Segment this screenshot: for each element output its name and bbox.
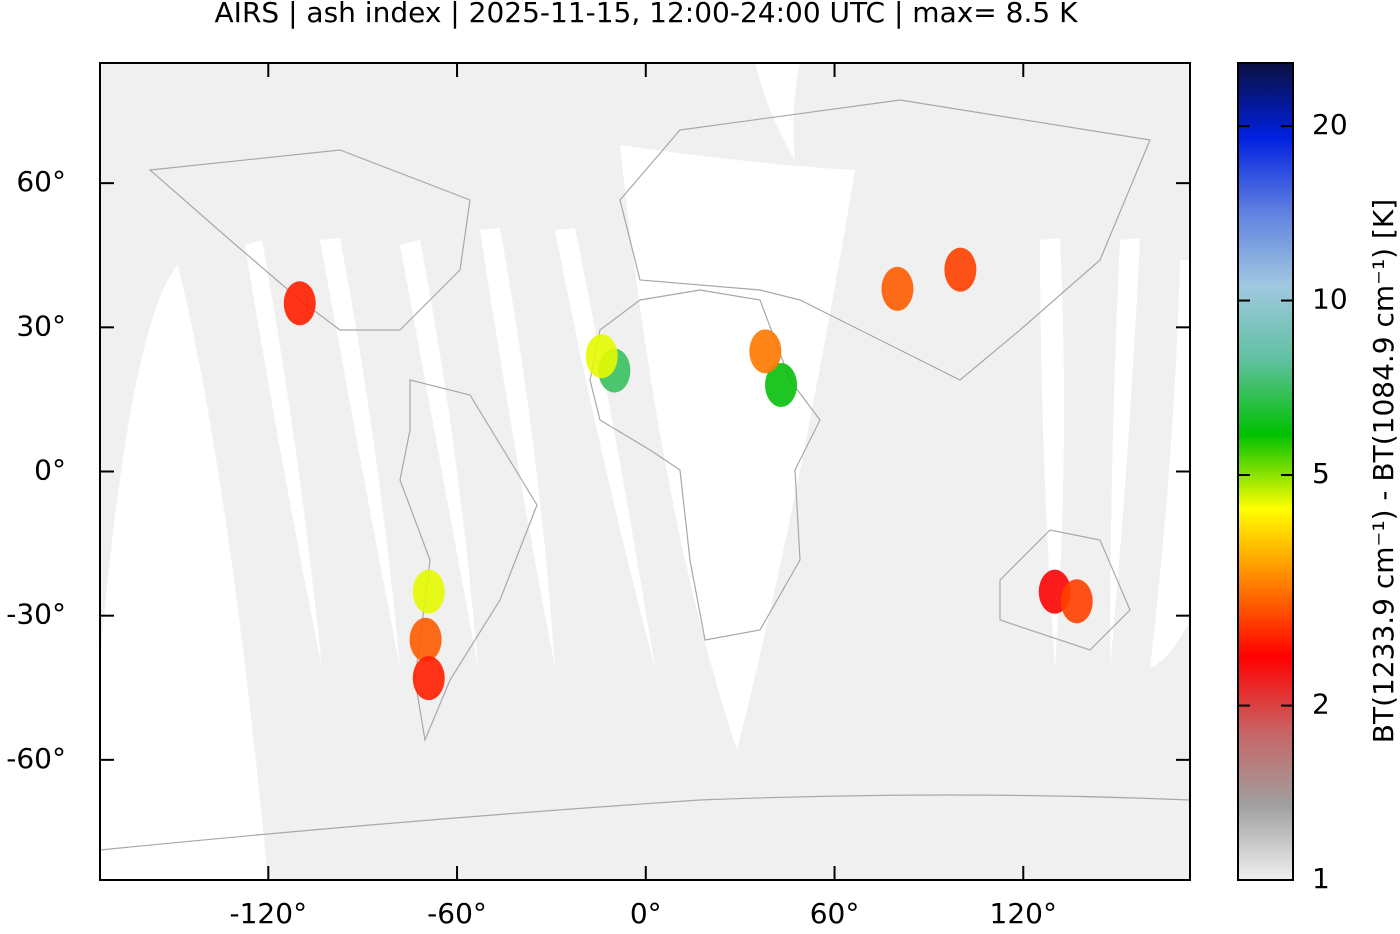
colorbar-tick-label: 1 bbox=[1312, 862, 1330, 895]
ash-region bbox=[765, 362, 798, 407]
data-gaps bbox=[100, 63, 1190, 880]
colorbar-label: BT(1233.9 cm⁻¹) - BT(1084.9 cm⁻¹) [K] bbox=[1367, 199, 1400, 743]
ash-region bbox=[1060, 579, 1093, 624]
x-tick-label: -60° bbox=[427, 897, 487, 930]
y-tick-label: -30° bbox=[6, 598, 66, 631]
coastlines bbox=[99, 99, 1191, 851]
x-tick-label: 60° bbox=[810, 897, 860, 930]
x-tick-label: 0° bbox=[630, 897, 662, 930]
ash-region bbox=[283, 281, 316, 326]
ash-region bbox=[749, 329, 782, 374]
ash-region bbox=[412, 656, 445, 701]
ash-region bbox=[944, 247, 977, 292]
ash-region bbox=[412, 569, 445, 614]
y-tick-label: 0° bbox=[34, 454, 66, 487]
x-tick-label: 120° bbox=[990, 897, 1057, 930]
colorbar-tick-label: 10 bbox=[1312, 283, 1348, 316]
ash-region bbox=[881, 266, 914, 311]
y-tick-label: 30° bbox=[16, 309, 66, 342]
ash-region bbox=[585, 334, 618, 379]
colorbar-tick-label: 2 bbox=[1312, 688, 1330, 721]
ash-detections bbox=[283, 247, 1093, 701]
x-tick-label: -120° bbox=[230, 897, 308, 930]
chart-title: AIRS | ash index | 2025-11-15, 12:00-24:… bbox=[215, 0, 1079, 29]
y-tick-label: 60° bbox=[16, 165, 66, 198]
colorbar-tick-label: 20 bbox=[1312, 108, 1348, 141]
colorbar bbox=[1237, 62, 1294, 881]
y-tick-label: -60° bbox=[6, 742, 66, 775]
colorbar-tick-label: 5 bbox=[1312, 457, 1330, 490]
ash-region bbox=[409, 617, 442, 662]
